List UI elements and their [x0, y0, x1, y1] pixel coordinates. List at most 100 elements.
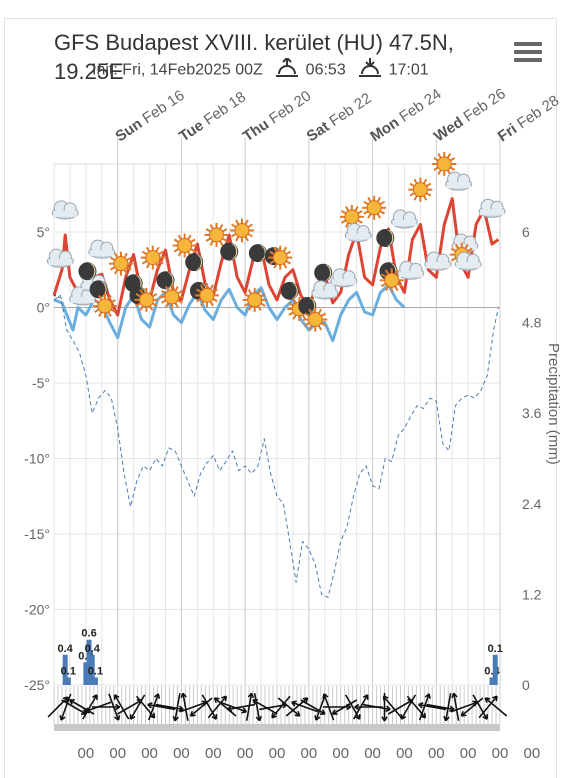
temp_max-line [52, 197, 500, 317]
precip-label: 0.6 [81, 628, 96, 640]
precip-bar [92, 677, 98, 685]
wind-arrow [179, 701, 207, 713]
bottom-tick: 00 [141, 745, 158, 762]
sun-icon [194, 283, 219, 308]
wind-arrowhead [62, 696, 69, 703]
day-lines [117, 138, 501, 685]
day-label: Sat Feb 22 [304, 90, 375, 146]
wind-arrow [400, 694, 417, 720]
bottom-tick: 00 [332, 745, 349, 762]
y-left-tick: 0° [37, 299, 50, 315]
wind-arrow [450, 701, 478, 713]
wind-arrow [277, 697, 301, 717]
y-axis-left: 5° 0° -5° -10° -15° -20° -25° [24, 224, 50, 693]
y-axis-right: 6 4.8 3.6 2.4 1.2 0 [522, 224, 542, 693]
wind-arrow [245, 693, 253, 721]
cloud-icon [424, 251, 452, 271]
precip-label: 0.1 [61, 665, 76, 677]
wind-arrowhead [113, 694, 120, 700]
precip-label: 0.1 [88, 665, 103, 677]
bottom-tick: 00 [109, 745, 126, 762]
moon-icon [280, 281, 299, 300]
sun-icon [108, 251, 133, 276]
cloud-icon [88, 239, 116, 259]
wind-arrow [174, 693, 181, 721]
y-right-tick: 1.2 [522, 586, 542, 602]
wind-arrow [129, 694, 146, 720]
moon-icon [376, 228, 395, 247]
precip-bar [489, 677, 495, 685]
precip-bar [89, 654, 95, 685]
wind-arrowhead [69, 699, 75, 705]
wind-arrowhead [451, 692, 458, 699]
wind-arrowhead [213, 697, 220, 703]
wind-arrowhead [211, 714, 218, 720]
wind-arrow [332, 699, 358, 715]
wind-arrow [190, 697, 213, 717]
wind-arrowhead [252, 699, 258, 705]
bottom-tick: 00 [173, 745, 190, 762]
cloud-icon [330, 268, 358, 288]
wind-arrowhead [115, 703, 121, 711]
wind-arrowhead [443, 715, 450, 722]
wind-arrow [426, 703, 455, 711]
cloud-icon [445, 171, 473, 191]
wind-arrowhead [381, 716, 388, 722]
init-time: Init: Fri, 14Feb2025 00Z [92, 61, 263, 79]
wind-arrowhead [354, 703, 360, 711]
sunset-icon [358, 58, 382, 83]
wind-arrow [472, 694, 488, 720]
wind-arrowhead [271, 712, 277, 719]
precip-label: 0.4 [484, 665, 500, 677]
sun-icon [172, 233, 197, 258]
wind-arrow [300, 699, 326, 715]
sun-icon [408, 177, 433, 202]
sunrise-icon [275, 56, 299, 83]
wind-arrow [362, 703, 391, 711]
wind-arrow [452, 693, 460, 721]
y-left-tick: -25° [24, 677, 50, 693]
grid [53, 163, 501, 686]
wind-arrowhead [129, 714, 136, 720]
bottom-tick: 00 [78, 745, 95, 762]
day-label: Tue Feb 18 [176, 88, 249, 145]
wind-arrow [315, 693, 327, 721]
wind-arrow [82, 694, 98, 720]
menu-button[interactable] [514, 42, 542, 66]
bottom-tick: 00 [301, 745, 318, 762]
wind-arrowhead [482, 714, 488, 720]
bottom-tick: 00 [492, 745, 509, 762]
wind-arrowhead [314, 715, 321, 721]
bottom-tick: 00 [524, 745, 541, 762]
bottom-tick: 00 [460, 745, 477, 762]
wind-arrowhead [382, 695, 389, 702]
chart-subtitle: Init: Fri, 14Feb2025 00Z 06:53 17:01 [92, 56, 429, 83]
sun-icon [379, 268, 404, 293]
y-axis-right-label: Precipitation (mm) [545, 343, 562, 465]
wind-arrow [285, 697, 309, 717]
wind-arrowhead [354, 714, 361, 720]
wind-arrow [291, 701, 319, 713]
y-right-tick: 6 [522, 224, 530, 240]
sun-icon [432, 152, 457, 176]
wind-arrow [148, 693, 160, 721]
wind-arrowhead [294, 711, 301, 717]
cloud-icon [478, 198, 506, 218]
wind-arrow [201, 694, 217, 720]
precip-bar [492, 654, 498, 685]
y-right-tick: 4.8 [522, 315, 542, 331]
precip-bar [86, 639, 92, 685]
bottom-tick: 00 [237, 745, 254, 762]
sun-icon [268, 245, 293, 270]
bottom-tick-labels: 00 00 00 00 00 00 00 00 00 00 00 00 00 00 00 [78, 745, 541, 762]
sun-icon [204, 222, 229, 247]
sun-icon [134, 287, 159, 312]
wind-arrow [344, 694, 361, 720]
wind-arrow [114, 694, 130, 720]
y-right-tick: 2.4 [522, 496, 542, 512]
day-label: Mon Feb 24 [367, 86, 444, 146]
cloud-icon [454, 251, 482, 271]
wind-arrow [252, 699, 278, 715]
wind-arrowhead [180, 692, 187, 699]
